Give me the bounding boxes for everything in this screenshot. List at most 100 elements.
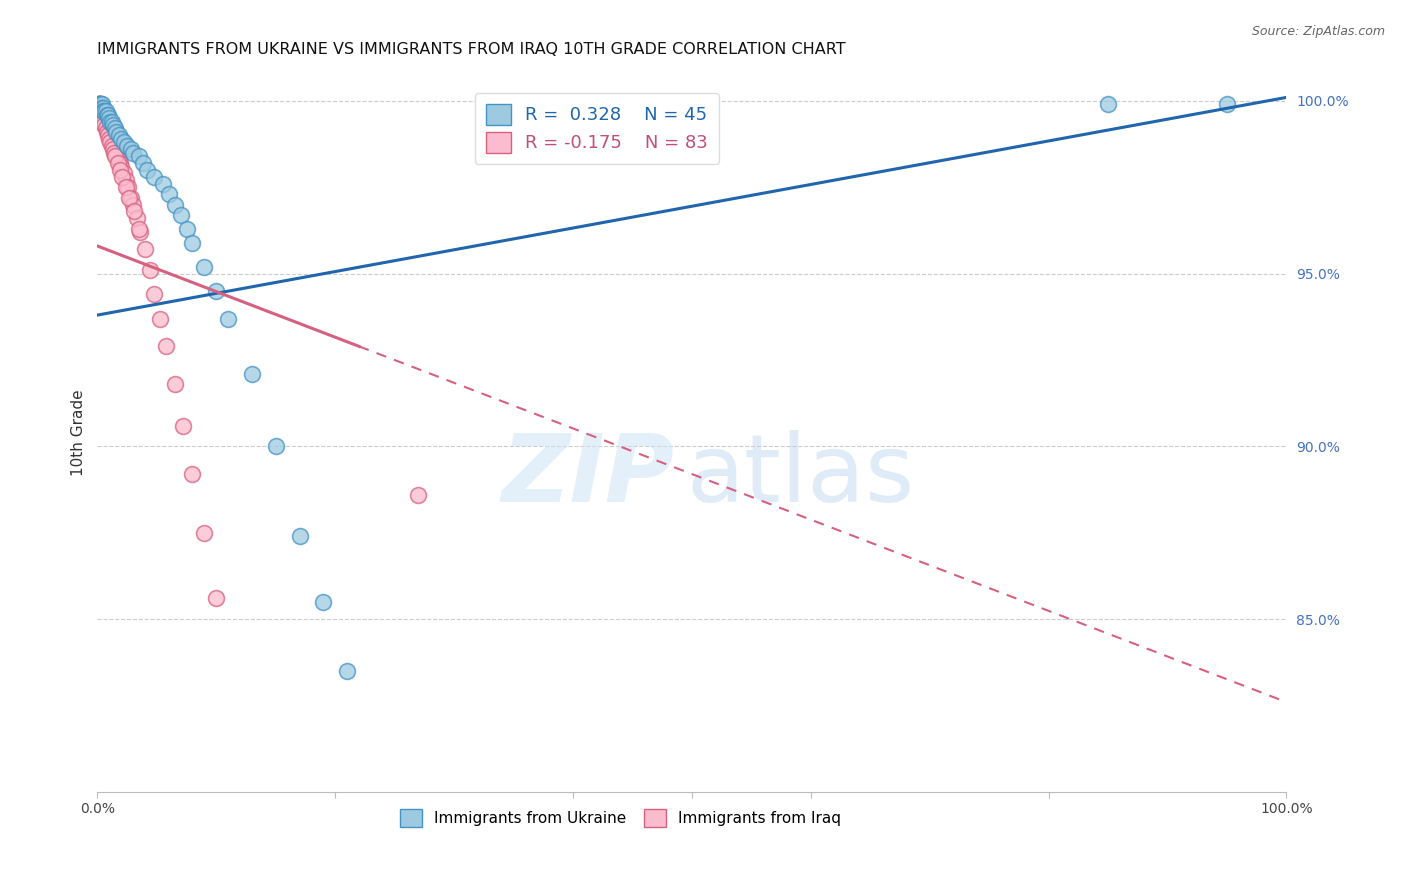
Point bbox=[193, 525, 215, 540]
Point bbox=[97, 121, 120, 136]
Y-axis label: 10th Grade: 10th Grade bbox=[72, 389, 86, 476]
Point bbox=[120, 142, 142, 156]
Point bbox=[103, 136, 125, 150]
Point bbox=[100, 125, 122, 139]
Point bbox=[103, 145, 125, 160]
Point bbox=[134, 243, 156, 257]
Point bbox=[112, 136, 135, 150]
Point bbox=[101, 132, 124, 146]
Point bbox=[91, 108, 114, 122]
Text: Source: ZipAtlas.com: Source: ZipAtlas.com bbox=[1251, 25, 1385, 38]
Point bbox=[94, 114, 117, 128]
Point bbox=[108, 156, 131, 170]
Point bbox=[93, 118, 115, 132]
Legend: Immigrants from Ukraine, Immigrants from Iraq: Immigrants from Ukraine, Immigrants from… bbox=[392, 802, 849, 835]
Point bbox=[312, 595, 335, 609]
Point bbox=[90, 101, 112, 115]
Point bbox=[181, 467, 204, 481]
Point bbox=[117, 180, 139, 194]
Point bbox=[107, 153, 129, 167]
Point bbox=[131, 156, 153, 170]
Point bbox=[96, 125, 118, 139]
Point bbox=[105, 145, 128, 160]
Point bbox=[118, 191, 141, 205]
Point bbox=[91, 101, 114, 115]
Point bbox=[90, 104, 112, 119]
Point bbox=[89, 97, 111, 112]
Point bbox=[91, 104, 114, 119]
Point bbox=[1216, 97, 1239, 112]
Point bbox=[138, 263, 160, 277]
Point bbox=[93, 111, 115, 125]
Point bbox=[91, 111, 114, 125]
Point bbox=[172, 418, 194, 433]
Point bbox=[87, 97, 110, 112]
Point bbox=[91, 104, 114, 119]
Point bbox=[115, 180, 138, 194]
Point bbox=[98, 121, 121, 136]
Point bbox=[110, 160, 132, 174]
Point bbox=[96, 118, 118, 132]
Point bbox=[128, 221, 150, 235]
Point bbox=[104, 149, 127, 163]
Point bbox=[91, 97, 114, 112]
Point bbox=[193, 260, 215, 274]
Point bbox=[163, 197, 186, 211]
Point bbox=[89, 101, 111, 115]
Point bbox=[143, 169, 166, 184]
Point bbox=[100, 132, 122, 146]
Point bbox=[169, 208, 191, 222]
Point bbox=[110, 132, 132, 146]
Point bbox=[89, 97, 111, 112]
Point bbox=[122, 145, 145, 160]
Point bbox=[91, 108, 114, 122]
Point bbox=[107, 128, 129, 143]
Point bbox=[98, 111, 121, 125]
Text: atlas: atlas bbox=[686, 430, 914, 522]
Point bbox=[217, 311, 239, 326]
Point bbox=[104, 121, 127, 136]
Point bbox=[122, 197, 145, 211]
Point bbox=[100, 114, 122, 128]
Point bbox=[87, 97, 110, 112]
Point bbox=[107, 156, 129, 170]
Point bbox=[136, 163, 159, 178]
Point bbox=[143, 287, 166, 301]
Point bbox=[264, 439, 287, 453]
Point bbox=[104, 142, 127, 156]
Point bbox=[94, 114, 117, 128]
Point bbox=[93, 111, 115, 125]
Point bbox=[163, 377, 186, 392]
Point bbox=[98, 132, 121, 146]
Point bbox=[157, 187, 180, 202]
Point bbox=[112, 166, 135, 180]
Point bbox=[91, 101, 114, 115]
Point bbox=[115, 173, 138, 187]
Point bbox=[97, 128, 120, 143]
Point bbox=[120, 191, 142, 205]
Point bbox=[89, 97, 111, 112]
Point bbox=[100, 128, 122, 143]
Point bbox=[97, 108, 120, 122]
Point bbox=[128, 149, 150, 163]
Point bbox=[90, 101, 112, 115]
Point bbox=[125, 211, 148, 226]
Point bbox=[91, 104, 114, 119]
Point bbox=[96, 108, 118, 122]
Point bbox=[94, 114, 117, 128]
Point bbox=[1097, 97, 1119, 112]
Point bbox=[101, 142, 124, 156]
Point bbox=[100, 128, 122, 143]
Point bbox=[94, 104, 117, 119]
Point bbox=[107, 149, 129, 163]
Point bbox=[87, 97, 110, 112]
Point bbox=[89, 104, 111, 119]
Point bbox=[101, 118, 124, 132]
Text: IMMIGRANTS FROM UKRAINE VS IMMIGRANTS FROM IRAQ 10TH GRADE CORRELATION CHART: IMMIGRANTS FROM UKRAINE VS IMMIGRANTS FR… bbox=[97, 42, 846, 57]
Point bbox=[108, 163, 131, 178]
Point bbox=[91, 114, 114, 128]
Point bbox=[90, 101, 112, 115]
Point bbox=[87, 97, 110, 112]
Point bbox=[101, 136, 124, 150]
Point bbox=[122, 204, 145, 219]
